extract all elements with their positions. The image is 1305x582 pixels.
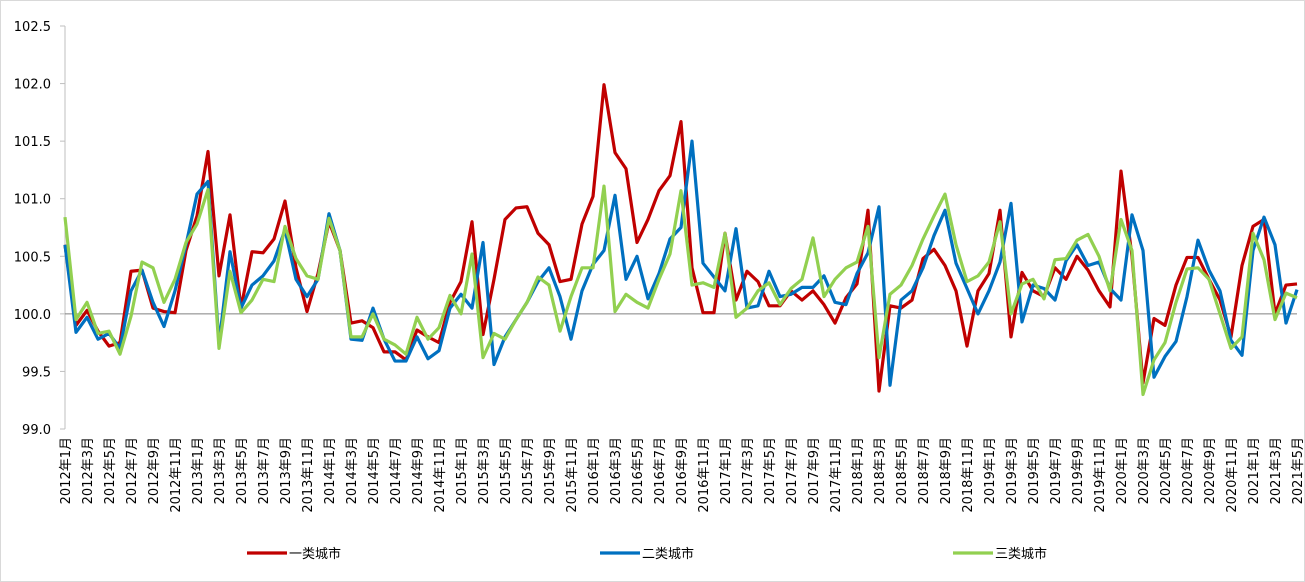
- series-line: [63, 184, 1298, 397]
- x-tick-label: 2019年1月: [983, 437, 998, 504]
- x-tick-label: 2020年3月: [1137, 437, 1152, 504]
- x-tick-label: 2013年9月: [279, 437, 294, 504]
- x-tick-label: 2015年11月: [565, 437, 580, 513]
- x-tick-label: 2019年11月: [1093, 437, 1108, 513]
- x-tick-label: 2016年1月: [587, 437, 602, 504]
- x-tick-label: 2016年11月: [697, 437, 712, 513]
- x-tick-label: 2017年11月: [829, 437, 844, 513]
- y-tick-label: 99.0: [22, 423, 51, 438]
- legend-label: 二类城市: [642, 546, 694, 562]
- x-tick-label: 2020年1月: [1115, 437, 1130, 504]
- x-tick-label: 2017年3月: [741, 437, 756, 504]
- x-tick-label: 2013年5月: [235, 437, 250, 504]
- x-tick-label: 2015年3月: [477, 437, 492, 504]
- x-tick-label: 2021年1月: [1247, 437, 1262, 504]
- x-tick-label: 2018年9月: [939, 437, 954, 504]
- x-tick-label: 2014年1月: [323, 437, 338, 504]
- x-tick-label: 2020年7月: [1181, 437, 1196, 504]
- x-tick-label: 2018年1月: [851, 437, 866, 504]
- x-tick-label: 2012年3月: [81, 437, 96, 504]
- x-tick-label: 2019年5月: [1027, 437, 1042, 504]
- x-tick-label: 2017年5月: [763, 437, 778, 504]
- x-tick-label: 2015年7月: [521, 437, 536, 504]
- x-tick-label: 2020年5月: [1159, 437, 1174, 504]
- x-tick-label: 2018年3月: [873, 437, 888, 504]
- x-tick-label: 2012年1月: [59, 437, 74, 504]
- x-tick-label: 2019年3月: [1005, 437, 1020, 504]
- x-tick-label: 2019年7月: [1049, 437, 1064, 504]
- x-tick-label: 2014年3月: [345, 437, 360, 504]
- x-tick-label: 2021年3月: [1269, 437, 1284, 504]
- x-tick-label: 2016年9月: [675, 437, 690, 504]
- y-tick-label: 101.0: [14, 193, 51, 208]
- y-tick-label: 101.5: [14, 135, 51, 150]
- x-tick-label: 2018年11月: [961, 437, 976, 513]
- x-tick-label: 2012年11月: [169, 437, 184, 513]
- x-tick-label: 2016年3月: [609, 437, 624, 504]
- x-tick-label: 2020年11月: [1225, 437, 1240, 513]
- x-tick-label: 2019年9月: [1071, 437, 1086, 504]
- y-tick-label: 99.5: [22, 365, 51, 380]
- x-tick-label: 2012年5月: [103, 437, 118, 504]
- x-tick-label: 2020年9月: [1203, 437, 1218, 504]
- x-tick-label: 2018年7月: [917, 437, 932, 504]
- x-tick-label: 2017年1月: [719, 437, 734, 504]
- y-tick-label: 102.0: [14, 78, 51, 93]
- x-tick-label: 2018年5月: [895, 437, 910, 504]
- x-tick-label: 2015年9月: [543, 437, 558, 504]
- series-line: [63, 139, 1299, 387]
- x-tick-label: 2016年5月: [631, 437, 646, 504]
- legend-label: 一类城市: [289, 546, 341, 562]
- x-tick-label: 2012年9月: [147, 437, 162, 504]
- x-tick-label: 2014年7月: [389, 437, 404, 504]
- x-tick-label: 2013年7月: [257, 437, 272, 504]
- series-line: [63, 83, 1298, 393]
- x-tick-label: 2016年7月: [653, 437, 668, 504]
- x-tick-label: 2017年9月: [807, 437, 822, 504]
- x-tick-label: 2014年11月: [433, 437, 448, 513]
- y-tick-label: 100.5: [14, 250, 51, 265]
- x-tick-label: 2021年5月: [1291, 437, 1305, 504]
- x-tick-label: 2013年1月: [191, 437, 206, 504]
- x-tick-label: 2015年1月: [455, 437, 470, 504]
- x-tick-label: 2013年11月: [301, 437, 316, 513]
- x-tick-label: 2014年9月: [411, 437, 426, 504]
- x-tick-label: 2013年3月: [213, 437, 228, 504]
- x-tick-label: 2012年7月: [125, 437, 140, 504]
- x-tick-label: 2015年5月: [499, 437, 514, 504]
- y-tick-label: 102.5: [14, 20, 51, 35]
- y-tick-label: 100.0: [14, 308, 51, 323]
- legend-label: 三类城市: [995, 546, 1047, 562]
- x-tick-label: 2017年7月: [785, 437, 800, 504]
- x-tick-label: 2014年5月: [367, 437, 382, 504]
